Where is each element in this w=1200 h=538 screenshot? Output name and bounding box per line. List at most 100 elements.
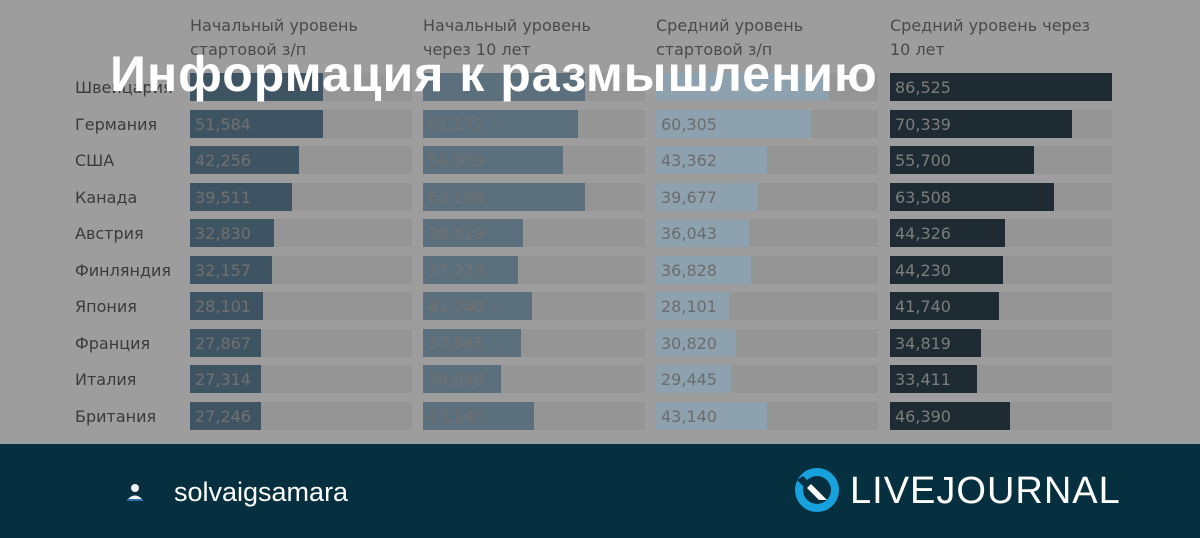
bar bbox=[656, 182, 758, 211]
country-label: Франция bbox=[75, 333, 151, 353]
country-label: Британия bbox=[75, 406, 157, 426]
country-label: Финляндия bbox=[75, 260, 172, 280]
country-label: Италия bbox=[75, 370, 137, 389]
bar-track: 63,508 bbox=[890, 182, 1112, 211]
column-header-line: через 10 лет bbox=[423, 40, 531, 59]
bar bbox=[890, 255, 1003, 284]
country-label: Япония bbox=[75, 297, 137, 316]
bar-value: 33,411 bbox=[895, 370, 951, 389]
bar-value: 42,256 bbox=[195, 151, 251, 170]
bar-track: 86,525 bbox=[890, 73, 1112, 101]
bar-track: 27,314 bbox=[190, 365, 412, 393]
bar-value: 30,048 bbox=[428, 370, 484, 389]
bar-track: 27,867 bbox=[190, 328, 412, 357]
bar bbox=[656, 146, 767, 174]
bar-track: 41,740 bbox=[890, 292, 1112, 320]
bar-track: 30,048 bbox=[423, 365, 645, 393]
bar bbox=[190, 219, 274, 247]
bar bbox=[190, 255, 272, 284]
bar bbox=[190, 328, 261, 357]
bar bbox=[656, 255, 751, 284]
bar-value: 43,140 bbox=[428, 406, 484, 426]
column-header-line: Средний уровень bbox=[656, 16, 804, 35]
column-header-line: стартовой з/п bbox=[656, 40, 773, 59]
bar-track: 32,157 bbox=[190, 255, 412, 284]
bar bbox=[190, 109, 323, 138]
bar-track: 55,700 bbox=[890, 146, 1112, 174]
bar-track: 32,830 bbox=[190, 219, 412, 247]
bar-track: 44,326 bbox=[890, 219, 1112, 247]
bar-track: 34,819 bbox=[890, 328, 1112, 357]
country-label: Австрия bbox=[75, 224, 144, 243]
user-icon[interactable] bbox=[124, 481, 146, 503]
bar bbox=[423, 146, 563, 174]
bar-track: 28,101 bbox=[656, 292, 878, 320]
bar-value: 54,639 bbox=[428, 151, 484, 170]
bar bbox=[423, 182, 585, 211]
bar bbox=[423, 401, 534, 430]
column-header: Начальный уровень стартовой з/п bbox=[190, 14, 410, 62]
country-label: США bbox=[75, 151, 115, 170]
chart-image: Начальный уровень стартовой з/п Начальный … bbox=[75, 14, 1112, 430]
bar-value: 44,230 bbox=[895, 260, 951, 280]
bar-value: 39,511 bbox=[195, 187, 251, 207]
bar-value: 30,820 bbox=[661, 333, 717, 353]
bar bbox=[656, 401, 767, 430]
bar-track: 42,256 bbox=[190, 146, 412, 174]
bar bbox=[890, 182, 1054, 211]
bar-track: 37,865 bbox=[423, 328, 645, 357]
bar-value: 61,172 bbox=[428, 114, 484, 134]
post-title: Информация к размышлению bbox=[110, 46, 878, 102]
bar-track: 61,172 bbox=[423, 109, 645, 138]
column-header-line: Начальный уровень bbox=[190, 16, 358, 35]
livejournal-brand[interactable]: LIVEJOURNAL bbox=[850, 470, 1121, 512]
country-label: Канада bbox=[75, 187, 138, 207]
bar-value: 41,740 bbox=[895, 297, 951, 316]
bar bbox=[656, 292, 729, 320]
bar bbox=[423, 109, 578, 138]
column-header-line: стартовой з/п bbox=[190, 40, 307, 59]
bar-value: 63,188 bbox=[428, 187, 484, 207]
bar bbox=[190, 292, 263, 320]
bar-track: 27,246 bbox=[190, 401, 412, 430]
bar bbox=[423, 219, 523, 247]
column-header: Средний уровень через 10 лет bbox=[890, 14, 1110, 62]
bar-value: 32,157 bbox=[195, 260, 251, 280]
bar bbox=[190, 365, 261, 393]
bar bbox=[190, 182, 292, 211]
bar-track: 43,362 bbox=[656, 146, 878, 174]
bar-value: 32,830 bbox=[195, 224, 251, 243]
livejournal-logo-icon[interactable] bbox=[793, 466, 841, 514]
bar-track: 36,828 bbox=[656, 255, 878, 284]
bar-track: 54,639 bbox=[423, 146, 645, 174]
bar-value: 43,362 bbox=[661, 151, 717, 170]
bar-track: 70,339 bbox=[890, 109, 1112, 138]
footer-bar bbox=[0, 444, 1200, 538]
bar-track bbox=[423, 73, 645, 101]
bar-value: 60,305 bbox=[661, 114, 717, 134]
country-label: Германия bbox=[75, 114, 158, 134]
bar-track: 44,230 bbox=[890, 255, 1112, 284]
bar-value: 27,246 bbox=[195, 406, 251, 426]
bar bbox=[423, 255, 518, 284]
bar-value: 46,390 bbox=[895, 406, 951, 426]
bar-value: 41,740 bbox=[428, 297, 484, 316]
bar-value: 36,828 bbox=[661, 260, 717, 280]
bar-track: 39,511 bbox=[190, 182, 412, 211]
bar-track: 43,140 bbox=[656, 401, 878, 430]
bar bbox=[656, 219, 749, 247]
bar bbox=[890, 146, 1034, 174]
bar-value: 63,508 bbox=[895, 187, 951, 207]
bar-value: 37,865 bbox=[428, 333, 484, 353]
bar-value: 55,700 bbox=[895, 151, 951, 170]
bar bbox=[656, 365, 731, 393]
bar-track: 39,677 bbox=[656, 182, 878, 211]
bar bbox=[890, 109, 1072, 138]
bar bbox=[423, 292, 532, 320]
bar-track: 33,411 bbox=[890, 365, 1112, 393]
bar bbox=[423, 365, 501, 393]
bar-track: 63,188 bbox=[423, 182, 645, 211]
username-link[interactable]: solvaigsamara bbox=[174, 477, 349, 507]
bar bbox=[890, 73, 1112, 101]
bar-track: 46,390 bbox=[890, 401, 1112, 430]
